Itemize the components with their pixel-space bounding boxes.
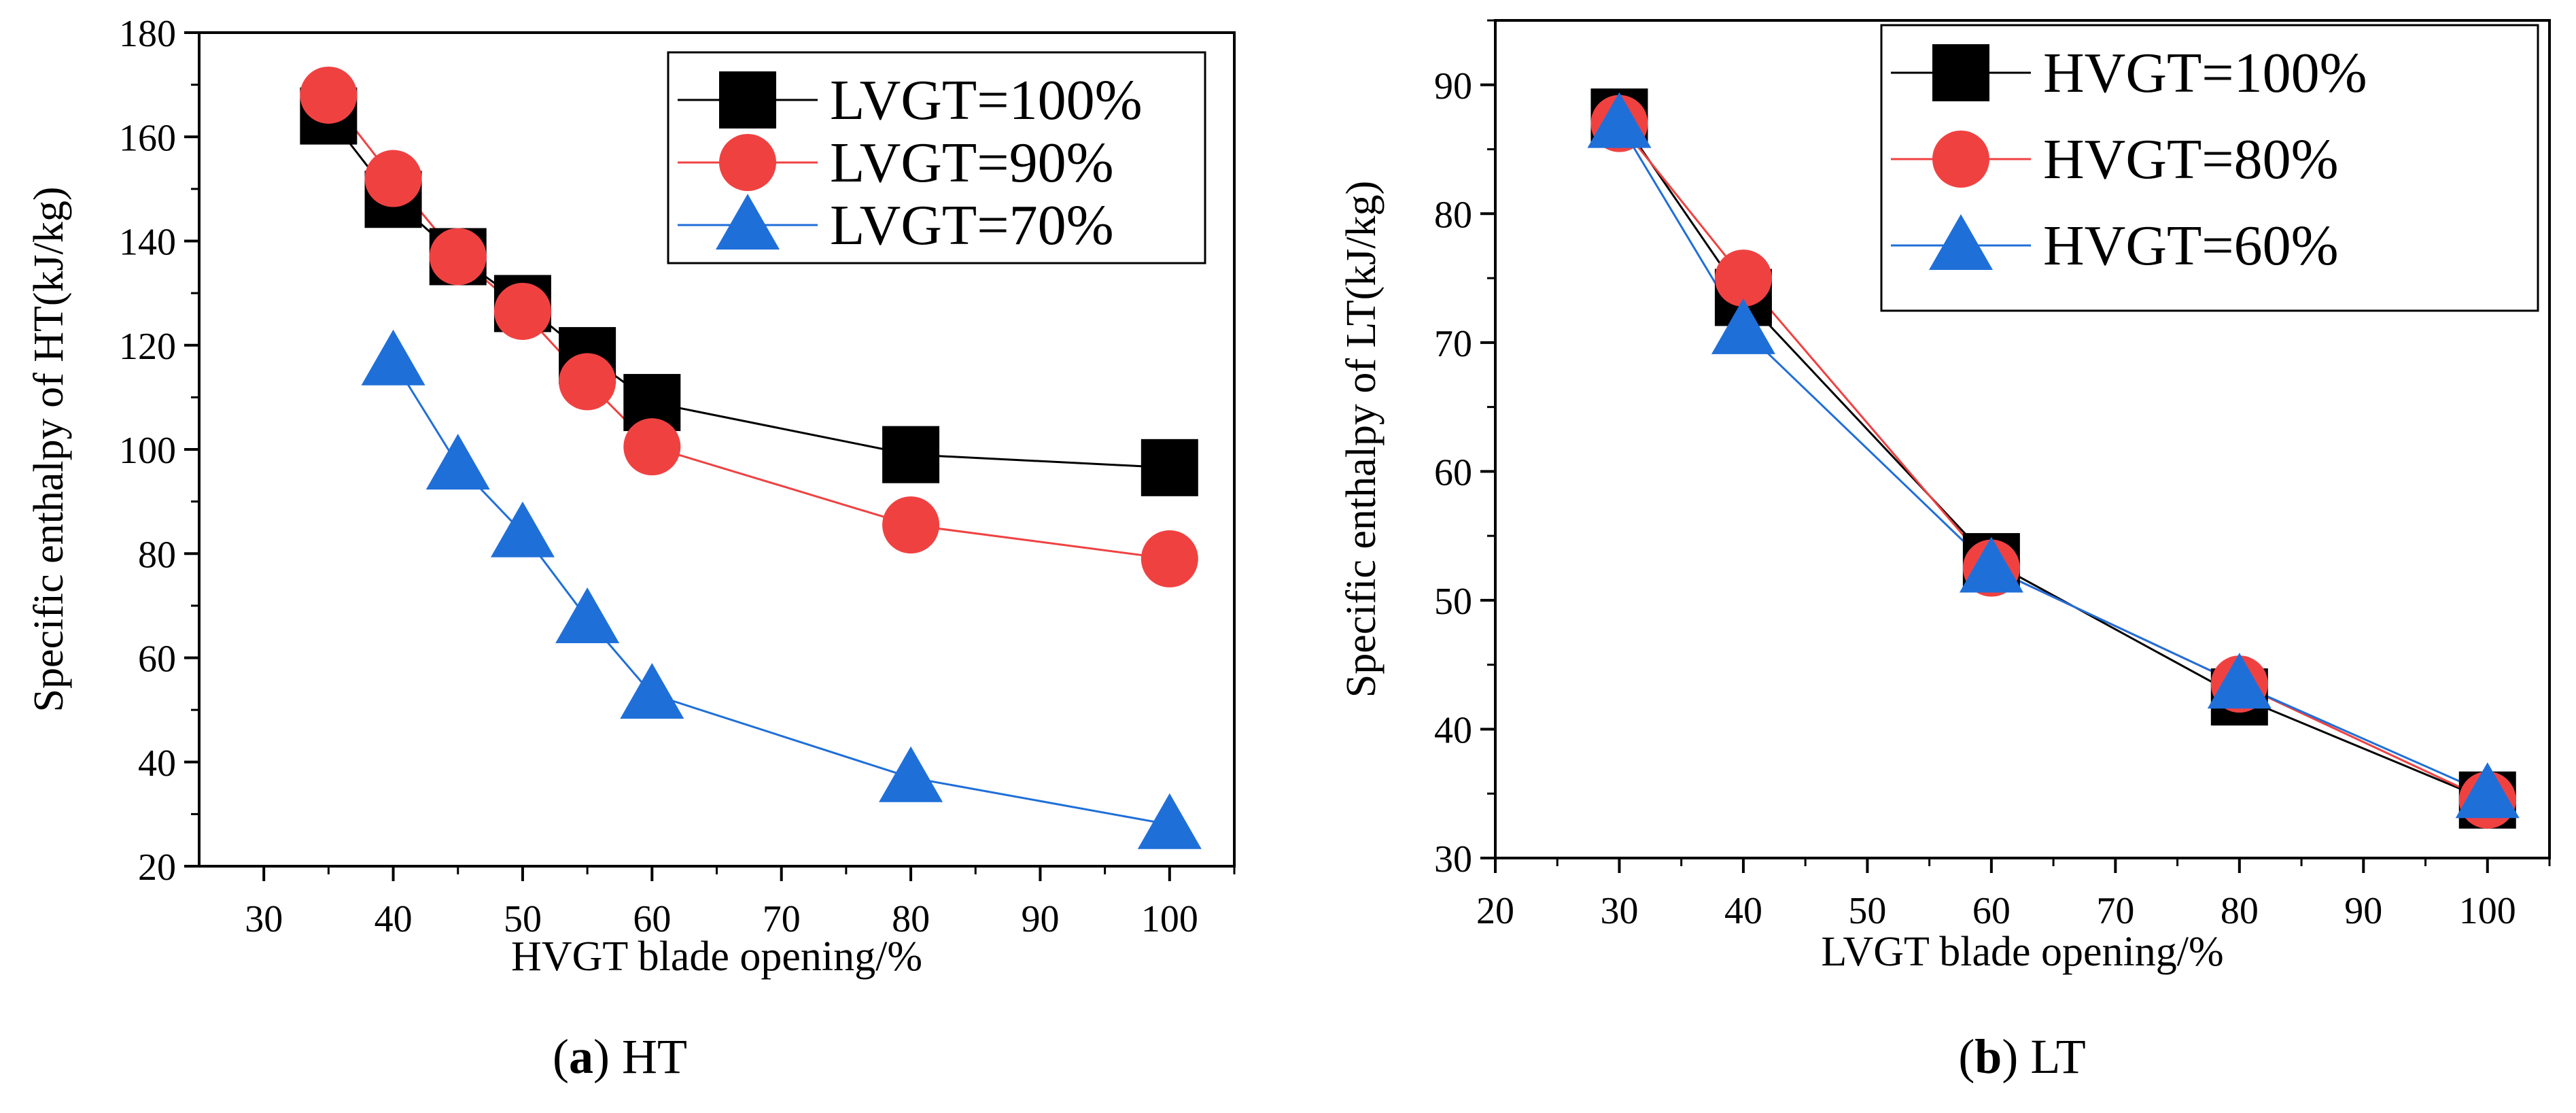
data-point: [1959, 536, 2023, 593]
x-tick-label: 60: [1972, 890, 2011, 932]
caption-paren-open: (: [553, 1029, 569, 1084]
y-axis-title: Specific enthalpy of LT(kJ/kg): [1338, 181, 1385, 698]
caption-paren-open: (: [1958, 1029, 1974, 1084]
legend-marker: [1929, 214, 1993, 270]
data-point: [1141, 530, 1198, 587]
x-tick-label: 40: [1724, 890, 1762, 932]
data-point: [623, 418, 681, 476]
y-axis-title: Specific enthalpy of HT(kJ/kg): [26, 186, 72, 712]
data-point: [364, 150, 422, 207]
y-tick-label: 30: [1434, 838, 1472, 880]
caption-text: ) HT: [593, 1029, 687, 1084]
legend-marker: [719, 134, 776, 191]
legend-label: HVGT=100%: [2043, 41, 2367, 105]
x-tick-label: 30: [1600, 890, 1638, 932]
y-tick-label: 90: [1434, 65, 1472, 107]
data-point: [1714, 250, 1772, 307]
x-tick-label: 80: [2221, 890, 2259, 932]
x-tick-label: 60: [633, 898, 671, 940]
data-point: [1137, 793, 1202, 849]
y-tick-label: 60: [1434, 451, 1472, 494]
data-point: [555, 587, 620, 644]
legend-marker: [1932, 44, 1989, 101]
x-tick-label: 30: [245, 898, 283, 940]
data-point: [493, 282, 551, 340]
legend-marker: [716, 194, 780, 250]
data-point: [620, 663, 684, 719]
y-tick-label: 160: [119, 117, 176, 159]
x-tick-label: 70: [2096, 890, 2134, 932]
panel-caption: (b) LT: [1958, 1029, 2085, 1084]
x-tick-label: 20: [1476, 890, 1514, 932]
data-point: [1587, 92, 1652, 148]
caption-text: ) LT: [2002, 1029, 2085, 1084]
plot-frame: [1494, 19, 2551, 859]
y-tick-label: 60: [138, 638, 176, 681]
data-point: [300, 66, 358, 124]
y-tick-label: 180: [119, 13, 176, 55]
x-tick-label: 70: [763, 898, 801, 940]
x-axis-title: HVGT blade opening/%: [511, 934, 922, 980]
legend-label: LVGT=100%: [830, 69, 1143, 132]
data-point: [2207, 653, 2272, 709]
y-tick-label: 140: [119, 222, 176, 264]
caption-letter: b: [1974, 1029, 2002, 1084]
x-tick-label: 100: [2459, 890, 2516, 932]
y-tick-label: 50: [1434, 581, 1472, 623]
data-point: [879, 746, 943, 802]
panel-caption: (a) HT: [553, 1029, 687, 1084]
data-point: [882, 496, 940, 554]
y-tick-label: 70: [1434, 323, 1472, 365]
legend-marker: [1932, 131, 1989, 188]
data-point: [490, 501, 555, 558]
legend-label: HVGT=80%: [2043, 128, 2339, 191]
x-tick-label: 40: [375, 898, 413, 940]
series-line: [392, 360, 1170, 826]
data-point: [1141, 439, 1198, 496]
x-tick-label: 100: [1141, 898, 1198, 940]
data-point: [559, 353, 616, 411]
legend-marker: [719, 71, 776, 129]
y-tick-label: 40: [138, 742, 176, 785]
y-tick-label: 40: [1434, 709, 1472, 751]
data-point: [1711, 298, 1775, 354]
data-point: [361, 329, 425, 386]
y-tick-label: 20: [138, 846, 176, 889]
data-point: [882, 426, 940, 483]
legend-label: HVGT=60%: [2043, 214, 2339, 277]
x-axis-title: LVGT blade opening/%: [1821, 929, 2223, 975]
data-point: [425, 433, 490, 490]
y-tick-label: 100: [119, 430, 176, 472]
x-tick-label: 50: [504, 898, 542, 940]
x-tick-label: 50: [1848, 890, 1886, 932]
x-tick-label: 90: [2344, 890, 2382, 932]
y-tick-label: 120: [119, 326, 176, 368]
x-tick-label: 80: [892, 898, 930, 940]
data-point: [2455, 762, 2520, 819]
legend-label: LVGT=70%: [830, 194, 1114, 257]
x-tick-label: 90: [1021, 898, 1059, 940]
panel-a-ht: 30 40 50 60 70 80 90 100 20 40 60 80 100 120 140 160 180…: [26, 13, 1236, 1084]
data-point: [429, 228, 487, 286]
legend-label: LVGT=90%: [830, 131, 1114, 194]
caption-letter: a: [569, 1029, 593, 1084]
y-tick-label: 80: [1434, 194, 1472, 236]
y-tick-label: 80: [138, 534, 176, 576]
